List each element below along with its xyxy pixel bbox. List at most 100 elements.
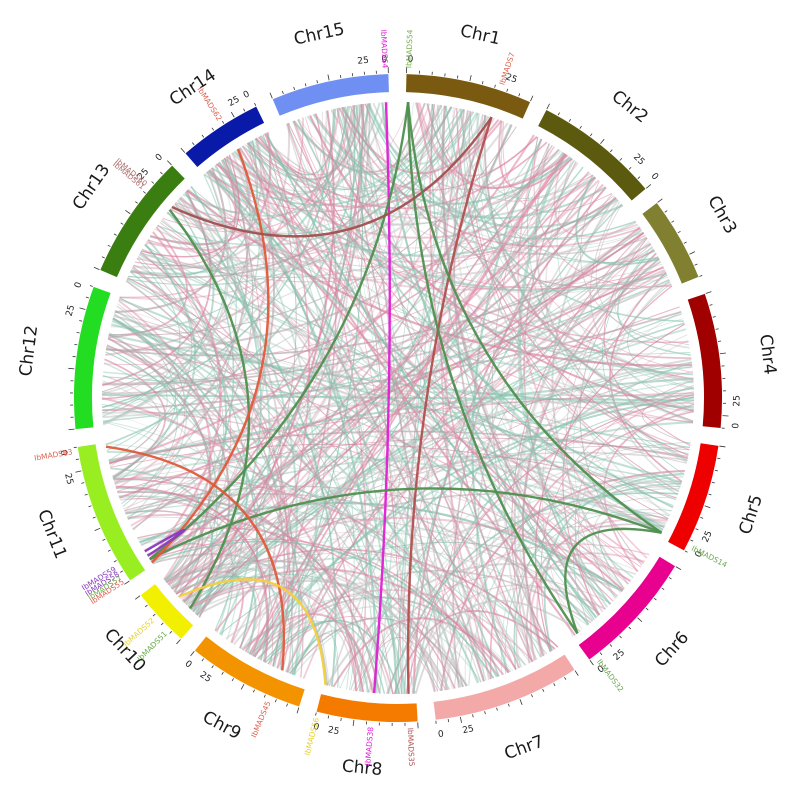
collinearity-link: [246, 104, 364, 180]
tick-mark: [717, 340, 722, 342]
collinearity-link: [208, 170, 623, 258]
chromosome-chr4[interactable]: [687, 293, 722, 428]
chromosome-chr3[interactable]: [642, 203, 699, 284]
tick-label: 25: [732, 395, 742, 407]
collinearity-link: [503, 199, 620, 663]
chromosome-chr9[interactable]: [194, 636, 305, 707]
collinearity-link: [101, 147, 252, 401]
collinearity-link: [276, 270, 666, 669]
collinearity-link: [250, 140, 634, 579]
tick-label: 0: [596, 664, 607, 676]
collinearity-link: [114, 167, 227, 313]
tick-mark: [340, 717, 342, 722]
collinearity-link: [372, 102, 561, 191]
collinearity-link: [498, 120, 573, 189]
collinearity-link: [182, 573, 441, 692]
collinearity-link: [597, 511, 670, 590]
collinearity-link: [579, 252, 657, 566]
collinearity-link: [144, 160, 576, 553]
tick-mark: [152, 613, 156, 617]
chromosome-chr13[interactable]: [100, 165, 185, 278]
collinearity-link: [174, 202, 521, 669]
tick-mark: [113, 233, 117, 236]
collinearity-link: [328, 242, 651, 687]
tick-mark: [107, 549, 111, 552]
chromosome-chr8[interactable]: [316, 694, 418, 723]
tick-mark: [645, 607, 649, 611]
collinearity-link: [134, 157, 236, 267]
collinearity-link: [114, 476, 548, 655]
tick-mark: [714, 469, 718, 472]
tick-mark: [519, 699, 523, 705]
gene-pair-link: [148, 102, 410, 561]
collinearity-link: [253, 153, 567, 658]
tick-label: 25: [462, 724, 475, 736]
tick-mark: [221, 120, 225, 124]
tick-mark: [530, 95, 534, 102]
collinearity-link: [102, 234, 646, 384]
tick-mark: [243, 108, 246, 112]
chromosome-label: Chr1: [458, 21, 502, 49]
collinearity-link: [184, 278, 670, 604]
collinearity-link: [598, 514, 669, 589]
collinearity-link: [207, 171, 606, 249]
tick-mark: [553, 683, 556, 687]
collinearity-link: [267, 104, 363, 665]
collinearity-link: [360, 104, 436, 692]
chromosome-chr5[interactable]: [668, 443, 719, 551]
tick-mark: [677, 230, 681, 234]
collinearity-link: [115, 485, 269, 663]
tick-mark: [160, 622, 164, 626]
tick-mark: [484, 711, 486, 715]
tick-mark: [715, 328, 719, 330]
tick-mark: [120, 570, 123, 573]
collinearity-link: [238, 133, 310, 649]
collinearity-link: [118, 495, 267, 662]
tick-mark: [201, 658, 205, 662]
tick-mark: [211, 127, 215, 131]
tick-label: 25: [357, 56, 369, 67]
tick-mark: [719, 445, 726, 448]
collinearity-link: [543, 472, 685, 652]
collinearity-link: [475, 193, 613, 680]
gene-pair-link: [149, 487, 662, 561]
collinearity-link: [513, 482, 682, 670]
tick-mark: [628, 166, 632, 170]
collinearity-link: [468, 488, 680, 686]
chromosome-chr11[interactable]: [77, 444, 146, 581]
tick-label: 25: [227, 95, 242, 109]
tick-mark: [518, 93, 521, 97]
collinearity-link: [412, 186, 607, 694]
collinearity-link: [312, 113, 572, 205]
chromosome-label: Chr5: [735, 492, 767, 537]
tick-mark: [646, 184, 652, 189]
chromosome-chr15[interactable]: [272, 74, 389, 116]
collinearity-link: [291, 632, 339, 688]
tick-mark: [84, 493, 88, 496]
chromosome-chr7[interactable]: [433, 654, 575, 720]
collinearity-link: [110, 443, 677, 499]
chromosome-chr14[interactable]: [185, 106, 265, 168]
chromosome-chr12[interactable]: [73, 286, 111, 430]
chromosome-chr6[interactable]: [578, 556, 675, 660]
collinearity-link: [188, 568, 505, 676]
collinearity-link: [405, 394, 695, 694]
collinearity-link: [118, 298, 612, 605]
collinearity-link: [125, 503, 527, 666]
tick-mark: [180, 147, 186, 153]
gene-pair-link: [406, 102, 663, 534]
collinearity-link: [226, 155, 454, 690]
chromosome-chr1[interactable]: [406, 74, 531, 119]
collinearity-link: [450, 107, 625, 590]
chromosome-chr10[interactable]: [140, 584, 194, 639]
tick-label: 0: [154, 152, 165, 163]
collinearity-link: [545, 159, 670, 517]
gene-pair-link: [171, 116, 493, 238]
tick-mark: [481, 81, 484, 85]
collinearity-link: [456, 107, 689, 456]
tick-mark: [599, 652, 603, 656]
chromosome-chr2[interactable]: [538, 109, 646, 201]
collinearity-link: [288, 617, 468, 687]
collinearity-link: [338, 107, 641, 248]
collinearity-link: [161, 218, 482, 683]
